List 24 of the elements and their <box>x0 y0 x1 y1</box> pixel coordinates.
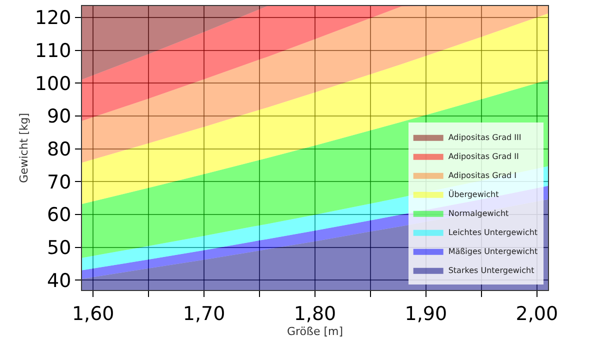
y-tick-label: 40 <box>47 270 72 292</box>
legend-label: Starkes Untergewicht <box>448 266 534 275</box>
legend-label: Übergewicht <box>448 188 499 199</box>
legend-label: Adipositas Grad III <box>448 132 522 142</box>
y-tick-label: 70 <box>47 171 72 194</box>
y-tick-label: 90 <box>47 106 72 128</box>
x-tick-label: 1,80 <box>294 302 336 325</box>
y-axis-title: Gewicht [kg] <box>18 112 31 184</box>
legend-label: Adipositas Grad I <box>448 170 516 180</box>
legend-label: Normalgewicht <box>448 208 509 218</box>
legend-label: Mäßiges Untergewicht <box>448 246 538 256</box>
y-tick-label: 80 <box>47 138 72 160</box>
y-tick-label: 120 <box>34 7 72 30</box>
y-tick-label: 60 <box>47 204 72 226</box>
x-tick-label: 1,60 <box>72 302 114 325</box>
y-tick-label: 110 <box>34 40 72 62</box>
y-tick-label: 50 <box>47 236 72 259</box>
legend-label: Leichtes Untergewicht <box>448 228 538 237</box>
x-tick-label: 1,70 <box>182 302 226 325</box>
y-tick-label: 100 <box>34 72 72 95</box>
x-tick-label: 1,90 <box>404 302 448 325</box>
x-tick-label: 2,00 <box>516 302 558 325</box>
legend-label: Adipositas Grad II <box>448 152 519 161</box>
x-axis-title: Größe [m] <box>286 324 344 338</box>
